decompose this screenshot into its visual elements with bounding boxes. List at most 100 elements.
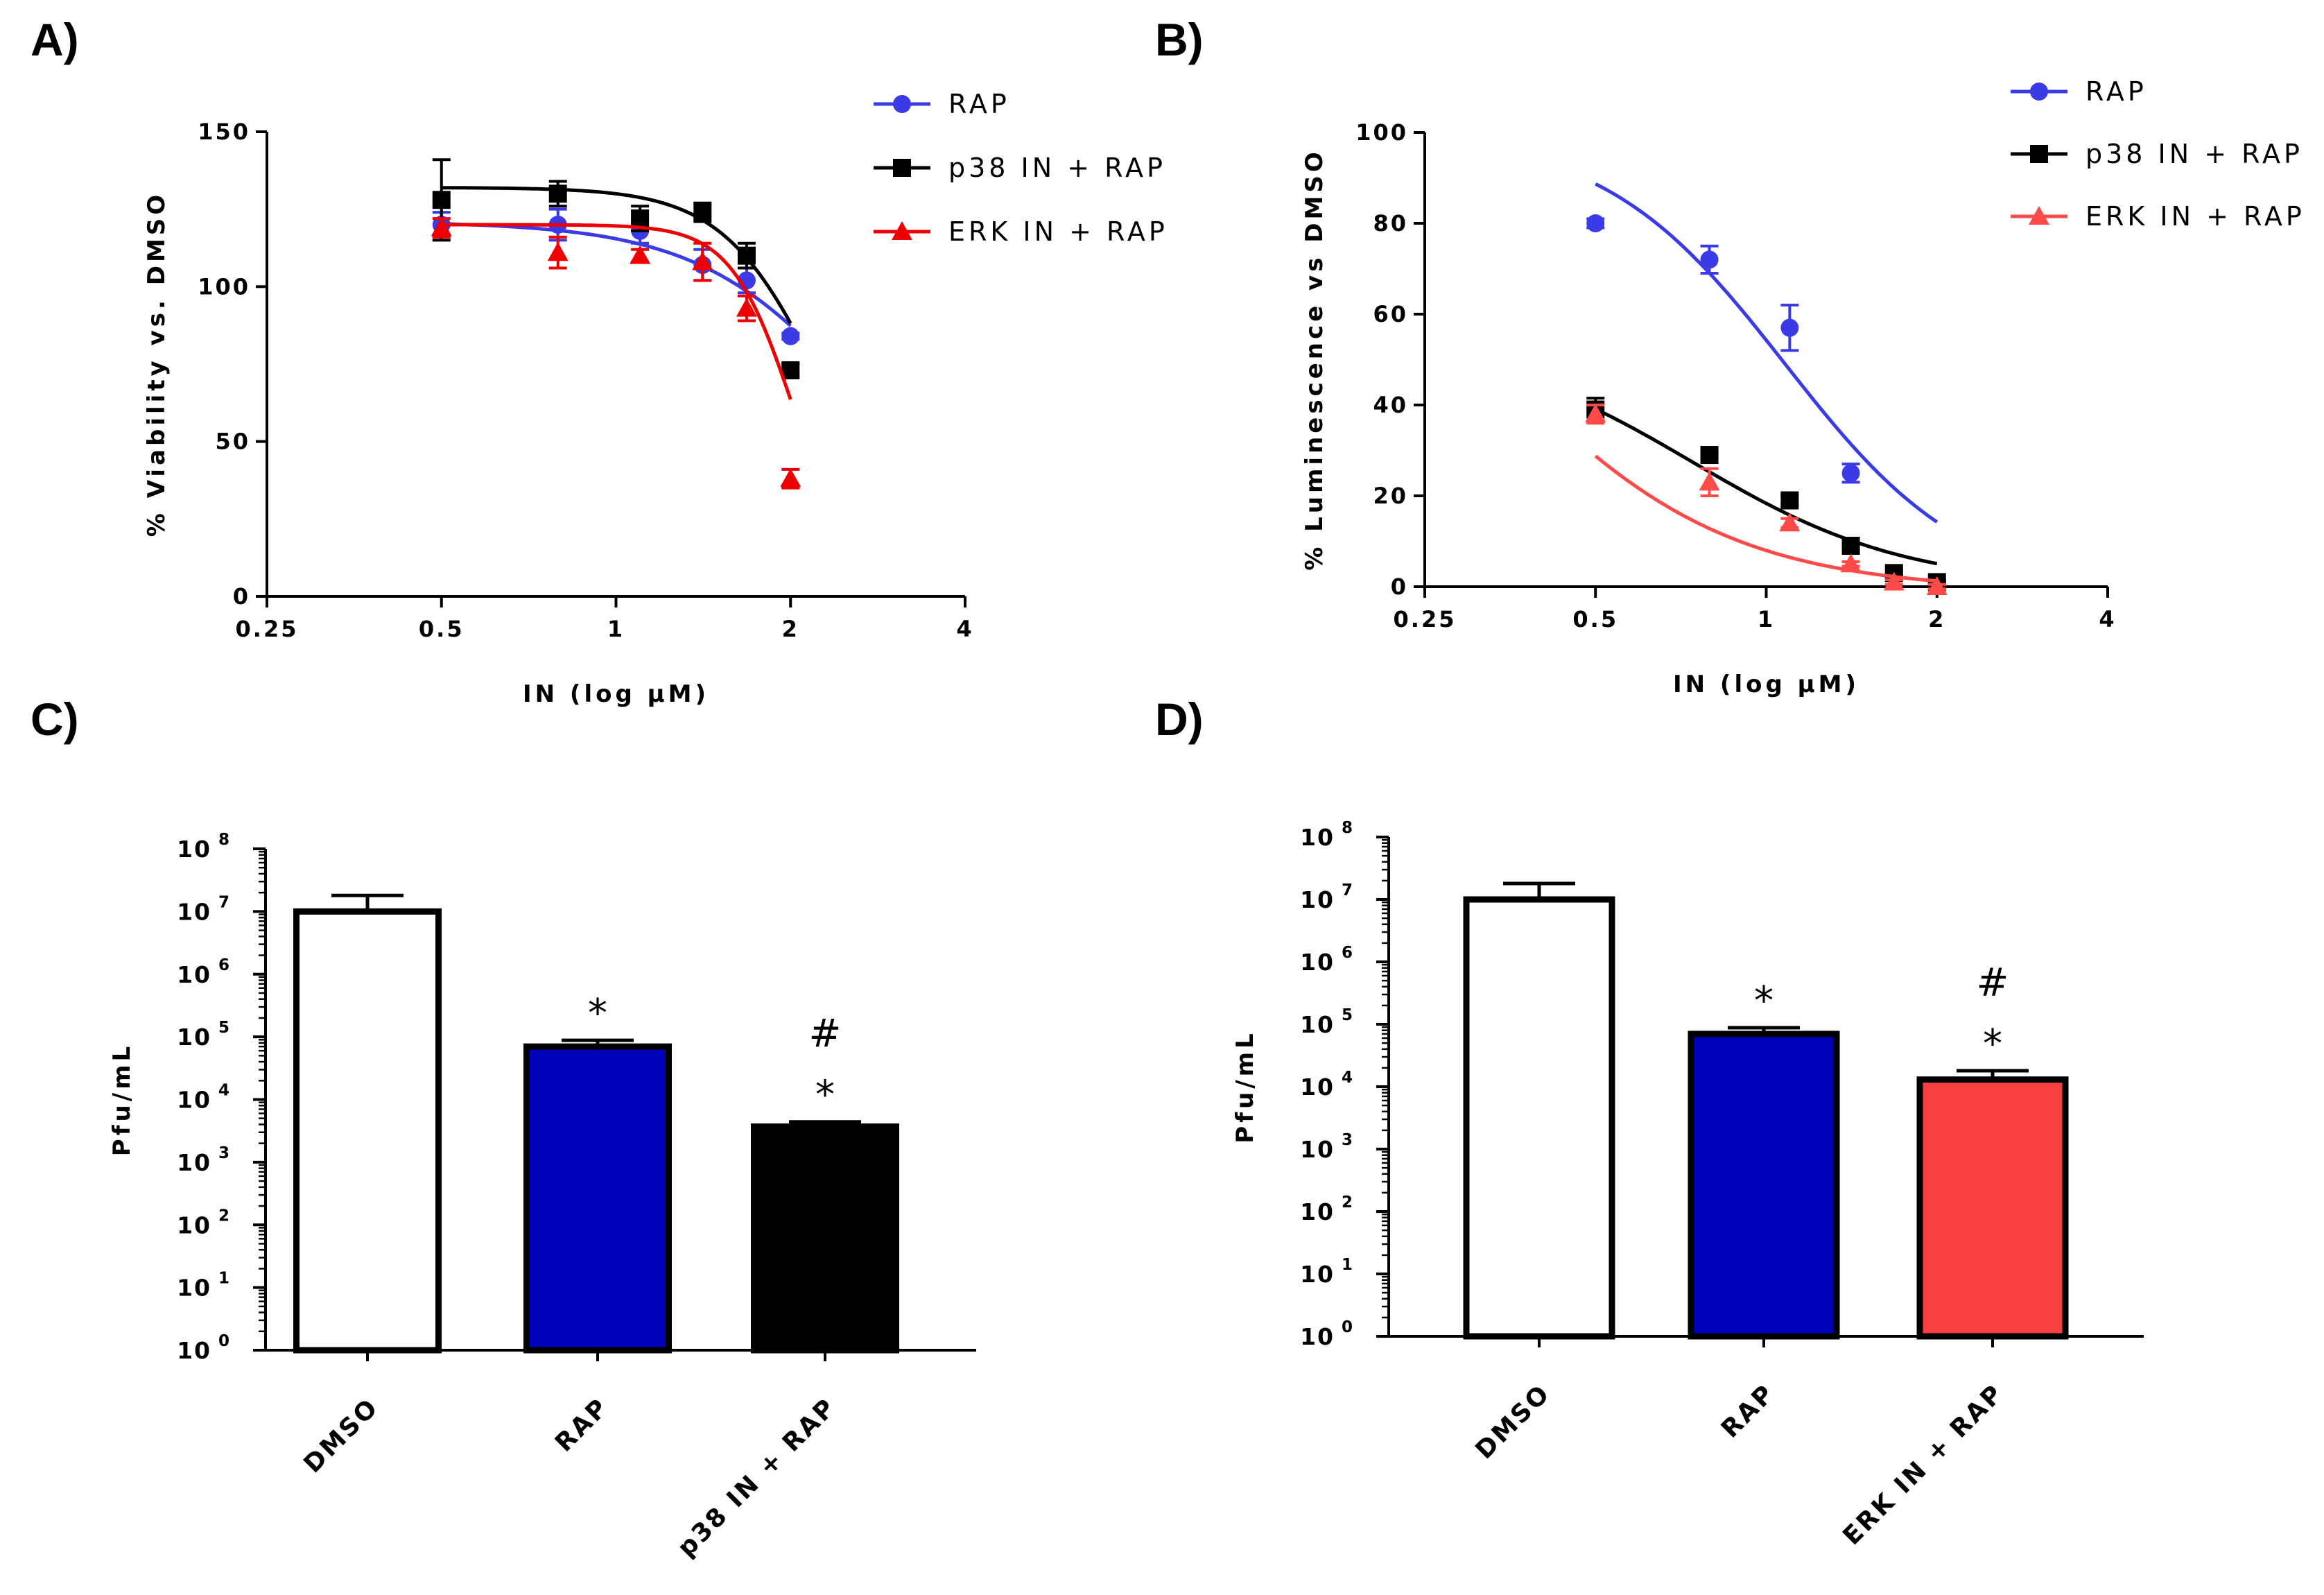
y-tick-base: 10	[1300, 1323, 1335, 1350]
legend-entry: p38 IN + RAP	[2011, 139, 2303, 169]
fit-curve	[441, 222, 792, 327]
significance-asterisk: *	[588, 991, 607, 1036]
y-tick-base: 10	[1300, 886, 1335, 913]
x-tick-label: 4	[956, 616, 973, 642]
y-tick-label: 10 3	[177, 1144, 229, 1176]
category-label: DMSO	[1470, 1379, 1556, 1465]
bar-group: DMSO	[293, 893, 442, 1478]
y-tick-exponent: 4	[218, 1082, 229, 1100]
panel-A: A) 0 50 100 150 0.25 0.5 1 2 4 IN (log µM) % Viabil…	[31, 14, 1165, 708]
y-tick-exponent: 5	[218, 1019, 229, 1037]
series-p38-in-rap	[1586, 397, 1946, 592]
category-label: p38 IN + RAP	[673, 1393, 842, 1562]
legend-entry: ERK IN + RAP	[2011, 201, 2305, 232]
category-label: RAP	[1716, 1379, 1780, 1443]
data-point	[431, 217, 452, 236]
data-point	[432, 191, 451, 209]
data-point	[630, 245, 651, 264]
y-tick-base: 10	[1300, 1261, 1335, 1288]
legend-marker	[892, 221, 912, 240]
y-axis-title: % Viability vs. DMSO	[143, 191, 171, 537]
data-point	[1585, 404, 1606, 423]
y-tick-base: 10	[177, 1087, 211, 1114]
y-tick-base: 10	[177, 1275, 211, 1302]
data-point	[1699, 472, 1720, 491]
legend-marker	[2030, 145, 2048, 163]
panel-C: C) 10 0 10 1 10 2 10 3 10 4 10 5 10 6 10 7 10 8 Pfu/mL DMSO R…	[31, 693, 976, 1562]
series-erk-in-rap	[1585, 404, 1948, 595]
x-tick-label: 0.5	[1572, 606, 1618, 632]
y-tick-label: 10 5	[1300, 1006, 1353, 1038]
y-tick-exponent: 7	[1342, 881, 1353, 899]
bar	[293, 908, 442, 1354]
y-tick-exponent: 6	[1342, 944, 1353, 962]
legend-entry: ERK IN + RAP	[874, 216, 1165, 247]
x-axis-title: IN (log µM)	[1673, 671, 1859, 698]
data-point	[1840, 553, 1862, 573]
y-tick-exponent: 1	[218, 1270, 229, 1288]
y-tick-base: 10	[177, 1024, 211, 1051]
data-point	[548, 184, 567, 203]
y-tick-label: 10 6	[1300, 944, 1353, 976]
legend-marker	[893, 159, 911, 177]
y-tick-exponent: 3	[218, 1144, 229, 1162]
x-tick-label: 1	[607, 616, 625, 642]
data-point	[1841, 464, 1860, 483]
panel-label: B)	[1155, 14, 1204, 65]
fit-curve	[1595, 182, 1939, 524]
y-tick-label: 0	[233, 583, 250, 610]
y-tick-exponent: 7	[218, 893, 229, 911]
y-tick-base: 10	[1300, 824, 1335, 851]
y-tick-label: 100	[198, 273, 250, 300]
legend-label: ERK IN + RAP	[2085, 201, 2305, 232]
y-tick-base: 10	[177, 1337, 211, 1364]
y-tick-exponent: 0	[218, 1332, 229, 1350]
data-point	[1883, 571, 1905, 591]
data-point	[631, 209, 650, 228]
series-p38-in-rap	[432, 158, 800, 379]
category-label: DMSO	[298, 1393, 384, 1478]
series-erk-in-rap	[431, 217, 801, 490]
y-tick-label: 10 1	[177, 1270, 229, 1302]
bar	[1688, 1031, 1840, 1340]
y-tick-exponent: 3	[1342, 1131, 1353, 1149]
y-tick-exponent: 8	[1342, 819, 1353, 837]
y-tick-label: 10 3	[1300, 1131, 1353, 1163]
fit-curve	[441, 223, 792, 400]
data-point	[1779, 512, 1801, 532]
data-point	[736, 298, 757, 317]
bar-group: ERK IN + RAP * #	[1838, 960, 2069, 1551]
bar	[523, 1043, 672, 1354]
y-tick-base: 10	[177, 1149, 211, 1176]
x-tick-label: 4	[2099, 606, 2116, 632]
legend-label: RAP	[2085, 76, 2147, 107]
y-tick-label: 10 7	[1300, 881, 1353, 913]
significance-asterisk: *	[1754, 978, 1774, 1024]
bar	[751, 1123, 899, 1354]
data-point	[1926, 576, 1948, 595]
legend-label: p38 IN + RAP	[2085, 139, 2303, 169]
data-point	[781, 361, 800, 379]
y-axis-title: % Luminescence vs DMSO	[1301, 148, 1328, 571]
y-tick-label: 50	[215, 429, 250, 455]
data-point	[692, 251, 713, 270]
y-tick-exponent: 2	[218, 1207, 229, 1225]
panel-label: A)	[31, 14, 79, 65]
legend-marker	[893, 95, 911, 113]
y-tick-base: 10	[1300, 1136, 1335, 1163]
legend-marker	[2029, 206, 2049, 225]
y-tick-base: 10	[1300, 1198, 1335, 1225]
fit-curve	[441, 186, 792, 325]
y-tick-label: 10 4	[177, 1082, 229, 1114]
x-tick-label: 0.25	[236, 616, 299, 642]
significance-asterisk: *	[815, 1073, 835, 1118]
data-point	[1841, 537, 1860, 555]
panel-label: D)	[1155, 693, 1204, 745]
y-tick-exponent: 1	[1342, 1256, 1353, 1274]
bar	[1916, 1076, 2069, 1340]
y-tick-label: 10 8	[177, 831, 229, 863]
fit-curve	[1594, 454, 1938, 583]
panel-B: B) 0 20 40 60 80 100 0.25 0.5 1 2 4 IN (log µM) % Lum…	[1155, 14, 2305, 698]
